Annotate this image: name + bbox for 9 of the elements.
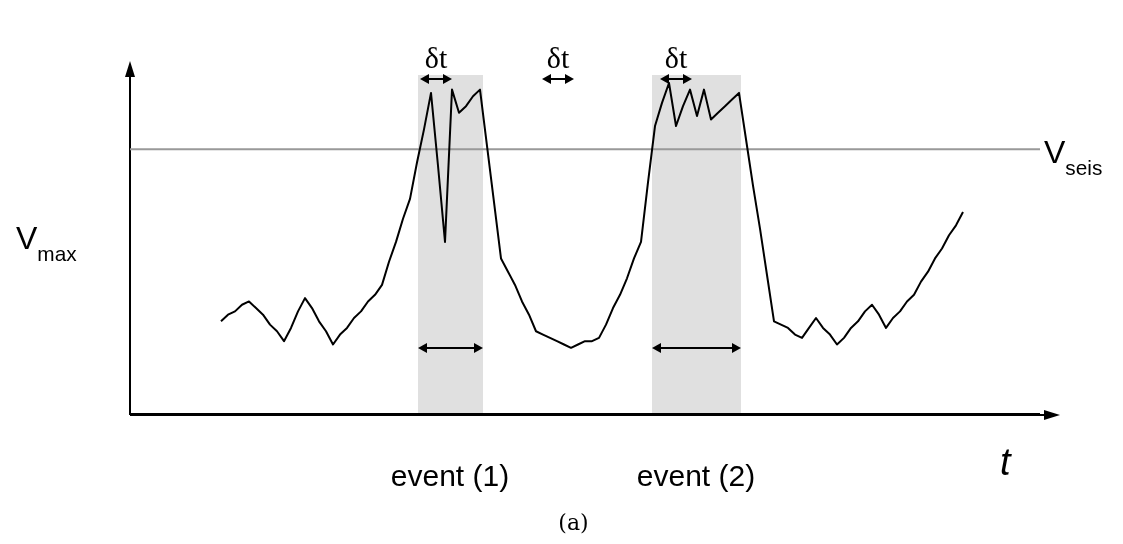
x-axis-title: t [1000, 441, 1012, 483]
text: (a) [558, 510, 589, 535]
ref-line-label: V$_{seis}$ [1044, 134, 1103, 179]
text: δt [664, 41, 688, 74]
y-axis-title: V$_{max}$ [16, 220, 78, 265]
text: event (2) [636, 459, 756, 492]
text: δt [546, 41, 570, 74]
text: event (1) [390, 459, 510, 492]
text: δt [424, 41, 448, 74]
